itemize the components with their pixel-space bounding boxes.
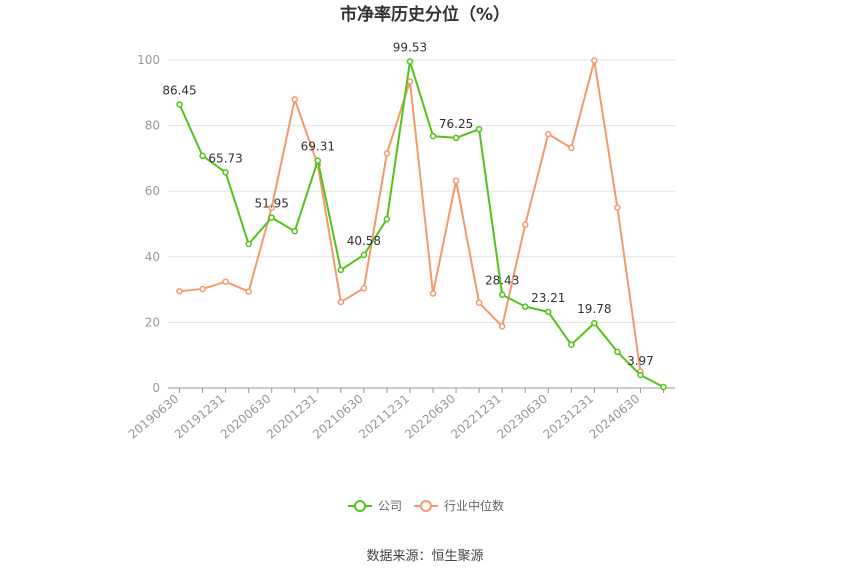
data-point <box>222 169 229 176</box>
data-point <box>475 125 483 133</box>
x-tick-label: 20201231 <box>264 392 320 442</box>
data-point <box>337 266 345 274</box>
data-point <box>452 134 460 142</box>
data-point <box>176 101 183 108</box>
data-point <box>199 152 206 160</box>
data-label: 28.43 <box>485 274 519 288</box>
legend-item-company[interactable]: 公司 <box>348 499 402 513</box>
data-point <box>383 150 391 157</box>
x-tick-label: 20200630 <box>218 392 274 442</box>
data-point <box>591 319 598 327</box>
data-point <box>176 287 183 295</box>
y-tick-label: 0 <box>152 381 160 395</box>
data-point <box>291 96 298 103</box>
data-point <box>545 308 552 316</box>
series-company: 86.45 65.73 51.95 69.31 40.58 99.53 76.25 28.43… <box>162 41 667 391</box>
data-point <box>314 157 322 164</box>
chart-title: 市净率历史分位（%） <box>340 4 510 25</box>
data-point <box>475 299 483 306</box>
data-point <box>521 303 529 310</box>
legend-item-industry-median[interactable]: 行业中位数 <box>414 498 504 513</box>
data-point <box>660 383 667 391</box>
data-point <box>337 298 345 306</box>
y-tick-label: 80 <box>145 119 160 133</box>
legend-swatch-marker <box>354 500 366 512</box>
legend-swatch-marker <box>420 500 432 512</box>
data-label: 40.58 <box>347 234 381 248</box>
data-point <box>637 371 644 379</box>
data-label: 65.73 <box>208 151 242 165</box>
data-label: 86.45 <box>162 83 196 97</box>
data-point <box>614 204 621 211</box>
data-label: 51.95 <box>255 197 289 211</box>
y-tick-label: 60 <box>145 184 160 198</box>
data-point <box>521 221 529 228</box>
data-label: 69.31 <box>301 140 335 154</box>
data-point <box>360 251 368 259</box>
series-layer: 86.45 65.73 51.95 69.31 40.58 99.53 76.25 28.43… <box>162 41 667 391</box>
series-industry-median <box>176 57 644 375</box>
legend[interactable]: 公司 行业中位数 <box>348 498 504 513</box>
data-label: 23.21 <box>531 291 565 305</box>
data-point <box>498 291 506 298</box>
data-point <box>360 285 368 292</box>
data-point <box>614 348 621 356</box>
x-tick-label: 20231231 <box>540 392 596 442</box>
x-tick-label: 20191231 <box>172 392 228 442</box>
x-axis: 2019063020191231202006302020123120210630… <box>126 387 675 442</box>
data-point <box>429 132 437 140</box>
y-axis: 0 20 40 60 80 100 <box>137 53 160 395</box>
data-point <box>406 58 414 65</box>
data-point <box>199 285 206 293</box>
legend-label: 公司 <box>378 499 402 513</box>
data-point <box>568 144 575 152</box>
source-note: 数据来源：恒生聚源 <box>366 549 483 564</box>
data-label: 76.25 <box>439 117 473 131</box>
y-tick-label: 40 <box>145 250 160 264</box>
data-point <box>591 57 598 64</box>
data-label: 99.53 <box>393 41 427 55</box>
y-tick-label: 20 <box>145 315 160 329</box>
x-tick-label: 20211231 <box>356 392 412 442</box>
x-tick-label: 20230630 <box>494 392 550 442</box>
data-label: 19.78 <box>577 302 611 316</box>
data-point <box>383 215 391 223</box>
data-point <box>245 288 252 295</box>
x-tick-label: 20190630 <box>126 392 182 442</box>
data-point <box>268 204 275 211</box>
data-point <box>429 290 437 297</box>
data-label: 3.97 <box>627 354 654 368</box>
series-line <box>179 59 642 372</box>
data-point <box>222 278 229 285</box>
y-tick-label: 100 <box>137 53 160 67</box>
data-point <box>452 177 460 184</box>
series-line <box>178 60 664 388</box>
data-point <box>291 227 298 235</box>
data-point <box>498 323 506 330</box>
legend-label: 行业中位数 <box>444 498 504 513</box>
data-point <box>268 214 275 221</box>
data-point <box>545 130 552 138</box>
x-tick-label: 20240630 <box>587 392 643 442</box>
x-tick-label: 20210630 <box>310 392 366 442</box>
data-point <box>568 341 575 348</box>
x-tick-label: 20220630 <box>402 392 458 442</box>
data-point <box>245 240 252 248</box>
x-tick-label: 20221231 <box>448 392 504 442</box>
